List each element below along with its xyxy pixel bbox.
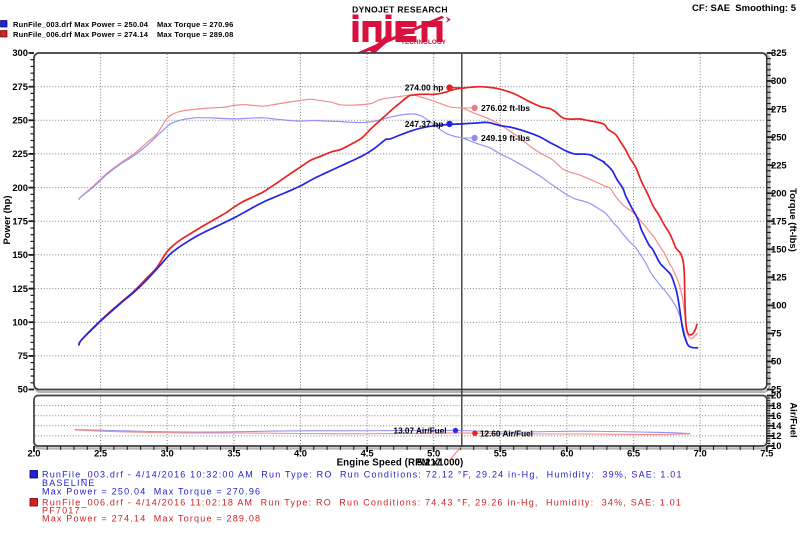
svg-text:200: 200 bbox=[771, 187, 787, 198]
svg-text:TECHNOLOGY: TECHNOLOGY bbox=[401, 39, 447, 46]
svg-text:Engine Speed (RPM x1000): Engine Speed (RPM x1000) bbox=[337, 458, 464, 469]
svg-text:276.02 ft-lbs: 276.02 ft-lbs bbox=[481, 103, 530, 113]
svg-text:125: 125 bbox=[771, 272, 787, 283]
svg-text:5.217: 5.217 bbox=[417, 458, 441, 469]
svg-text:Power (hp): Power (hp) bbox=[2, 195, 13, 244]
svg-text:Max Torque = 289.08: Max Torque = 289.08 bbox=[157, 30, 233, 39]
svg-text:175: 175 bbox=[12, 215, 28, 226]
svg-text:12: 12 bbox=[771, 430, 781, 441]
svg-text:3.0: 3.0 bbox=[161, 448, 174, 459]
svg-text:3.5: 3.5 bbox=[227, 448, 240, 459]
svg-text:7.5: 7.5 bbox=[760, 448, 773, 459]
svg-text:7.0: 7.0 bbox=[694, 448, 707, 459]
svg-text:274.00 hp: 274.00 hp bbox=[405, 83, 444, 93]
svg-text:4.0: 4.0 bbox=[294, 448, 307, 459]
svg-text:Max Power = 250.04 Max Torque: Max Power = 250.04 Max Torque = 270.96 bbox=[42, 487, 261, 497]
svg-text:DYNOJET RESEARCH: DYNOJET RESEARCH bbox=[352, 4, 448, 14]
svg-text:150: 150 bbox=[12, 249, 28, 260]
svg-text:RunFile_003.drf - 4/14/2016 10: RunFile_003.drf - 4/14/2016 10:32:00 AM … bbox=[42, 470, 683, 480]
svg-text:225: 225 bbox=[12, 148, 28, 159]
svg-text:5.0: 5.0 bbox=[427, 448, 440, 459]
svg-text:14: 14 bbox=[771, 420, 782, 431]
svg-text:RunFile_006.drf - 4/14/2016 11: RunFile_006.drf - 4/14/2016 11:02:18 AM … bbox=[42, 498, 682, 508]
svg-text:150: 150 bbox=[771, 244, 787, 255]
svg-text:250: 250 bbox=[771, 131, 787, 142]
svg-text:300: 300 bbox=[771, 75, 787, 86]
svg-text:249.19 ft-lbs: 249.19 ft-lbs bbox=[481, 133, 530, 143]
svg-text:125: 125 bbox=[12, 283, 28, 294]
svg-text:275: 275 bbox=[12, 81, 28, 92]
svg-text:75: 75 bbox=[771, 328, 781, 339]
svg-text:275: 275 bbox=[771, 103, 787, 114]
svg-text:25: 25 bbox=[771, 384, 781, 395]
svg-text:10: 10 bbox=[771, 440, 781, 451]
svg-text:4.5: 4.5 bbox=[361, 448, 374, 459]
svg-text:5.5: 5.5 bbox=[494, 448, 507, 459]
svg-text:18: 18 bbox=[771, 400, 781, 411]
svg-text:Max Power = 274.14 Max Torque: Max Power = 274.14 Max Torque = 289.08 bbox=[42, 514, 261, 524]
svg-text:325: 325 bbox=[771, 47, 787, 58]
svg-text:RunFile_003.drf Max Power = 25: RunFile_003.drf Max Power = 250.04 bbox=[13, 20, 149, 29]
svg-text:CF: SAE Smoothing: 5: CF: SAE Smoothing: 5 bbox=[692, 3, 797, 14]
svg-text:Torque (ft-lbs): Torque (ft-lbs) bbox=[787, 188, 798, 252]
svg-text:6.0: 6.0 bbox=[560, 448, 573, 459]
svg-text:225: 225 bbox=[771, 159, 787, 170]
svg-text:100: 100 bbox=[771, 300, 787, 311]
svg-text:75: 75 bbox=[18, 350, 28, 361]
svg-text:PF7017: PF7017 bbox=[42, 506, 81, 516]
svg-text:RunFile_006.drf Max Power = 27: RunFile_006.drf Max Power = 274.14 bbox=[13, 30, 149, 39]
svg-text:6.5: 6.5 bbox=[627, 448, 640, 459]
svg-text:50: 50 bbox=[771, 356, 781, 367]
svg-text:2.0: 2.0 bbox=[27, 448, 40, 459]
svg-text:2.5: 2.5 bbox=[94, 448, 107, 459]
svg-text:12.60 Air/Fuel: 12.60 Air/Fuel bbox=[480, 429, 533, 438]
svg-text:20: 20 bbox=[771, 390, 781, 401]
svg-text:16: 16 bbox=[771, 410, 781, 421]
svg-text:BASELINE: BASELINE bbox=[42, 478, 96, 488]
svg-text:200: 200 bbox=[12, 182, 28, 193]
svg-text:Air/Fuel: Air/Fuel bbox=[788, 402, 799, 437]
svg-text:50: 50 bbox=[18, 384, 28, 395]
svg-text:250: 250 bbox=[12, 115, 28, 126]
svg-text:175: 175 bbox=[771, 215, 787, 226]
svg-text:247.37 hp: 247.37 hp bbox=[405, 119, 444, 129]
svg-text:300: 300 bbox=[12, 47, 28, 58]
svg-text:100: 100 bbox=[12, 316, 28, 327]
svg-text:13.07 Air/Fuel: 13.07 Air/Fuel bbox=[394, 427, 447, 436]
svg-text:Max Torque = 270.96: Max Torque = 270.96 bbox=[157, 20, 233, 29]
